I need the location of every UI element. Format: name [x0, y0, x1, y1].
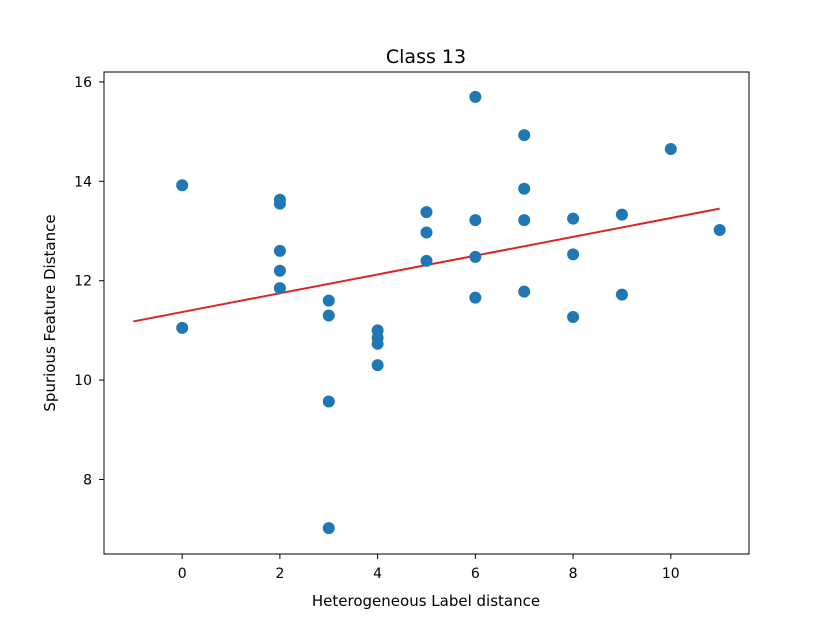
y-tick-label: 10	[74, 373, 92, 389]
y-tick-label: 8	[83, 472, 92, 488]
scatter-point	[713, 224, 726, 237]
plot-area	[104, 72, 749, 554]
scatter-point	[176, 321, 189, 334]
scatter-point	[567, 248, 580, 261]
x-tick-label: 8	[569, 566, 578, 582]
x-axis: 0 2 4 6 8 10	[178, 554, 680, 582]
scatter-point	[420, 206, 433, 219]
scatter-point	[420, 254, 433, 267]
x-axis-label: Heterogeneous Label distance	[312, 592, 540, 610]
scatter-point	[273, 197, 286, 210]
scatter-point	[567, 310, 580, 323]
scatter-point	[322, 522, 335, 535]
scatter-point	[518, 214, 531, 227]
scatter-point	[371, 359, 384, 372]
scatter-point	[420, 226, 433, 239]
scatter-point	[469, 291, 482, 304]
scatter-point	[518, 129, 531, 142]
scatter-point	[615, 288, 628, 301]
x-tick-label: 2	[275, 566, 284, 582]
y-tick-label: 12	[74, 274, 92, 290]
scatter-point	[469, 214, 482, 227]
scatter-point	[615, 208, 628, 221]
scatter-point	[567, 212, 580, 225]
x-tick-label: 4	[373, 566, 382, 582]
y-axis: 8 10 12 14 16	[74, 75, 104, 488]
y-tick-label: 16	[74, 75, 92, 91]
x-tick-label: 10	[662, 566, 680, 582]
scatter-point	[518, 285, 531, 298]
chart-marks	[133, 90, 726, 535]
scatter-point	[664, 143, 677, 156]
scatter-point	[322, 294, 335, 307]
scatter-point	[273, 244, 286, 257]
scatter-point	[518, 182, 531, 195]
x-tick-label: 6	[471, 566, 480, 582]
y-tick-label: 14	[74, 174, 92, 190]
scatter-point	[322, 395, 335, 408]
scatter-point	[371, 337, 384, 350]
scatter-point	[469, 90, 482, 103]
y-axis-label: Spurious Feature Distance	[41, 214, 59, 411]
scatter-point	[322, 309, 335, 322]
scatter-point	[273, 282, 286, 295]
x-tick-label: 0	[178, 566, 187, 582]
chart-title: Class 13	[386, 46, 466, 68]
scatter-point	[469, 250, 482, 263]
plot-frame	[103, 71, 750, 555]
plot-background	[104, 72, 749, 554]
scatter-point	[273, 264, 286, 277]
scatter-point	[176, 179, 189, 192]
